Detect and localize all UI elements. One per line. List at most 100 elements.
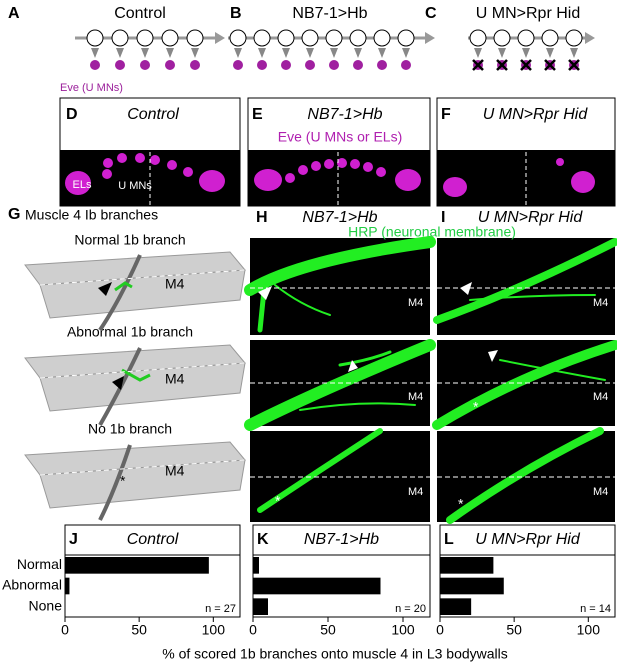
- x-tick-label: 0: [249, 622, 257, 638]
- annotation: Eve (U MNs or ELs): [278, 129, 402, 145]
- soma-stem: [546, 48, 554, 58]
- neuron: [349, 29, 367, 47]
- soma-stem: [354, 48, 362, 58]
- annotation: No 1b branch: [88, 421, 172, 437]
- neuron: [397, 29, 415, 47]
- ablation-mark: [496, 59, 508, 71]
- title-box: [64, 524, 241, 556]
- annotation: M4: [593, 391, 608, 403]
- ablation-mark: [472, 59, 484, 71]
- panel-label: A: [8, 5, 20, 22]
- eve-cell: [281, 60, 291, 70]
- annotation: M4: [165, 463, 185, 479]
- chart-title: U MN>Rpr Hid: [475, 531, 581, 548]
- annotation: *: [458, 496, 464, 512]
- neuron: [186, 29, 204, 47]
- soma-stem: [498, 48, 506, 58]
- x-tick-label: 50: [131, 622, 147, 638]
- y-tick-label: None: [29, 597, 63, 613]
- neurites: [244, 236, 617, 524]
- arrowheads: [258, 282, 498, 372]
- annotation: ELs: [73, 179, 92, 191]
- annotation: M4: [408, 486, 423, 498]
- soma-stem: [141, 48, 149, 58]
- panel-label: H: [256, 209, 268, 226]
- soma-stem: [378, 48, 386, 58]
- neuron: [565, 29, 583, 47]
- bar: [253, 577, 381, 595]
- x-tick-label: 100: [391, 622, 415, 638]
- neuron: [161, 29, 179, 47]
- neuron: [277, 29, 295, 47]
- soma-stem: [570, 48, 578, 58]
- panel-label: K: [257, 531, 269, 548]
- neuron: [253, 29, 271, 47]
- dashed-lines: [250, 287, 615, 478]
- eve-cell: [90, 60, 100, 70]
- cell-blobs: [65, 153, 595, 197]
- neuron: [301, 29, 319, 47]
- neuron: [517, 29, 535, 47]
- neuron: [469, 29, 487, 47]
- neuron: [86, 29, 104, 47]
- bar: [440, 557, 494, 574]
- arrow: [215, 32, 225, 44]
- x-tick-label: 100: [577, 622, 601, 638]
- chart-title: Control: [127, 531, 179, 548]
- title-box: [439, 524, 616, 556]
- panel-title: U MN>Rpr Hid: [483, 106, 589, 123]
- panel-title: NB7-1>Hb: [292, 5, 367, 22]
- panel-title: Muscle 4 Ib branches: [25, 207, 158, 223]
- panel-label: D: [66, 106, 78, 123]
- x-tick-label: 50: [320, 622, 336, 638]
- panel-title: U MN>Rpr Hid: [476, 5, 580, 22]
- bar: [65, 577, 70, 595]
- panel-label: J: [69, 531, 78, 548]
- neuron: [373, 29, 391, 47]
- bar: [440, 577, 504, 595]
- muscle-schematics: [24, 251, 247, 521]
- neuron: [541, 29, 559, 47]
- panel-label: I: [441, 209, 445, 226]
- soma-stem: [402, 48, 410, 58]
- ablation-mark: [568, 59, 580, 71]
- bar: [253, 598, 268, 615]
- neuron-diagrams: [75, 29, 595, 71]
- x-tick-label: 0: [61, 622, 69, 638]
- soma-stem: [166, 48, 174, 58]
- panel-label: C: [425, 5, 437, 22]
- soma-stem: [258, 48, 266, 58]
- eve-cell: [305, 60, 315, 70]
- panel-title: NB7-1>Hb: [307, 106, 382, 123]
- x-tick-label: 50: [506, 622, 522, 638]
- eve-cell: [401, 60, 411, 70]
- y-tick-label: Normal: [17, 556, 62, 572]
- eve-cell: [233, 60, 243, 70]
- soma-stem: [234, 48, 242, 58]
- bar: [65, 557, 209, 574]
- bar: [253, 557, 259, 574]
- annotation: M4: [593, 486, 608, 498]
- annotation: M4: [593, 297, 608, 309]
- eve-cell: [257, 60, 267, 70]
- panel-title: Control: [127, 106, 179, 123]
- annotation: M4: [408, 297, 423, 309]
- annotation: *: [473, 399, 479, 415]
- annotation: n = 14: [580, 603, 611, 615]
- neuron: [229, 29, 247, 47]
- title-box: [252, 524, 431, 556]
- ablation-mark: [544, 59, 556, 71]
- panel-label: G: [8, 206, 20, 223]
- y-tick-label: Abnormal: [2, 577, 62, 593]
- arrow: [585, 32, 595, 44]
- x-axis-label: % of scored 1b branches onto muscle 4 in…: [162, 646, 508, 662]
- eve-cell: [377, 60, 387, 70]
- eve-cell: [329, 60, 339, 70]
- annotation: M4: [408, 391, 423, 403]
- neuron: [136, 29, 154, 47]
- soma-stem: [282, 48, 290, 58]
- ablation-mark: [520, 59, 532, 71]
- soma-stem: [522, 48, 530, 58]
- annotation: M4: [165, 276, 185, 292]
- chart-title: NB7-1>Hb: [304, 531, 379, 548]
